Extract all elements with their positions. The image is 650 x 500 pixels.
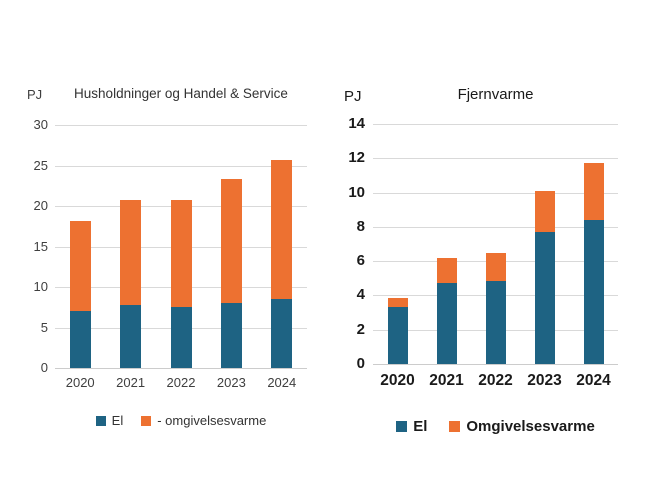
y-tick-label-8: 8 (356, 217, 365, 235)
legend-label-omgivelsesvarme: Omgivelsesvarme (466, 418, 595, 435)
bar-segment-omgivelsesvarme-2024 (583, 163, 604, 220)
y-tick-label-15: 15 (33, 238, 48, 254)
legend-swatch-el (95, 415, 106, 426)
gridline-30 (55, 125, 307, 126)
y-tick-label-6: 6 (356, 252, 365, 270)
bar-segment-omgivelsesvarme-2022 (485, 252, 506, 281)
gridline-12 (373, 158, 618, 160)
bar-segment-el-2021 (120, 304, 142, 368)
y-tick-label-20: 20 (33, 198, 48, 213)
legend-item-omgivelsesvarme: Omgivelsesvarme (449, 418, 595, 435)
legend-item-omgivelsesvarme: - omgivelsesvarme (141, 413, 266, 428)
bar-segment-el-2021 (436, 282, 457, 364)
bar-segment-omgivelsesvarme-2020 (69, 221, 91, 312)
x-axis-label-2022: 2022 (478, 372, 513, 389)
x-axis-label-2023: 2023 (527, 372, 562, 389)
legend-swatch-el (396, 421, 408, 432)
y-tick-label-2: 2 (356, 320, 365, 338)
y-tick-label-10: 10 (33, 279, 48, 294)
y-tick-label-10: 10 (348, 183, 365, 201)
bar-segment-omgivelsesvarme-2020 (387, 298, 408, 308)
gridline-10 (373, 192, 618, 194)
y-tick-label-0: 0 (40, 360, 48, 375)
bar-segment-el-2024 (271, 299, 293, 368)
y-axis-unit-label: PJ (344, 88, 362, 105)
bar-segment-el-2020 (69, 311, 91, 368)
x-axis-line (55, 368, 307, 369)
gridline-8 (373, 226, 618, 228)
chart-title: Fjernvarme (457, 86, 534, 103)
x-axis-label-2023: 2023 (216, 375, 246, 390)
bar-segment-omgivelsesvarme-2021 (436, 257, 457, 283)
bar-segment-el-2023 (534, 232, 555, 364)
bar-segment-omgivelsesvarme-2023 (220, 179, 242, 304)
x-axis-label-2021: 2021 (116, 375, 146, 390)
x-axis-line (373, 364, 618, 365)
y-tick-label-14: 14 (348, 115, 365, 132)
bar-segment-el-2024 (583, 220, 604, 364)
legend-swatch-omgivelsesvarme (141, 415, 152, 426)
y-tick-label-30: 30 (33, 117, 48, 132)
x-axis-label-2020: 2020 (380, 372, 415, 389)
x-axis-label-2024: 2024 (576, 372, 611, 389)
y-tick-label-25: 25 (33, 157, 48, 173)
bar-segment-omgivelsesvarme-2023 (534, 190, 555, 232)
legend-label-omgivelsesvarme: - omgivelsesvarme (157, 413, 267, 428)
bar-segment-omgivelsesvarme-2021 (120, 200, 142, 305)
plot-area: 0 5 10 15 20 25 30 2020 2021 2022 2023 2024 (34, 117, 307, 390)
y-tick-label-5: 5 (40, 319, 48, 335)
chart-title: Husholdninger og Handel & Service (74, 86, 288, 101)
x-axis-label-2020: 2020 (65, 375, 95, 390)
bar-segment-omgivelsesvarme-2024 (271, 159, 293, 300)
y-tick-label-4: 4 (356, 286, 365, 304)
bar-segment-el-2020 (387, 307, 408, 364)
bar-segment-el-2022 (485, 280, 506, 364)
y-axis-unit-label: PJ (27, 87, 43, 102)
y-tick-label-12: 12 (348, 149, 365, 167)
legend-swatch-omgivelsesvarme (449, 421, 461, 432)
bar-segment-omgivelsesvarme-2022 (170, 200, 192, 308)
legend: El - omgivelsesvarme (55, 413, 307, 428)
y-tick-label-0: 0 (356, 355, 365, 372)
bar-segment-el-2023 (220, 303, 242, 368)
bar-segment-el-2022 (170, 307, 192, 368)
legend-item-el: El (95, 413, 124, 428)
x-axis-label-2021: 2021 (429, 372, 464, 389)
x-axis-label-2024: 2024 (267, 375, 297, 390)
legend-item-el: El (396, 418, 427, 435)
x-axis-label-2022: 2022 (166, 375, 196, 390)
legend-label-el: El (413, 418, 428, 435)
gridline-25 (55, 165, 307, 167)
plot-area: 0 2 4 6 8 10 12 14 2020 2021 2022 2023 2024 (348, 115, 618, 389)
gridline-14 (373, 124, 618, 125)
legend-label-el: El (111, 413, 124, 428)
legend: El Omgivelsesvarme (373, 418, 618, 435)
